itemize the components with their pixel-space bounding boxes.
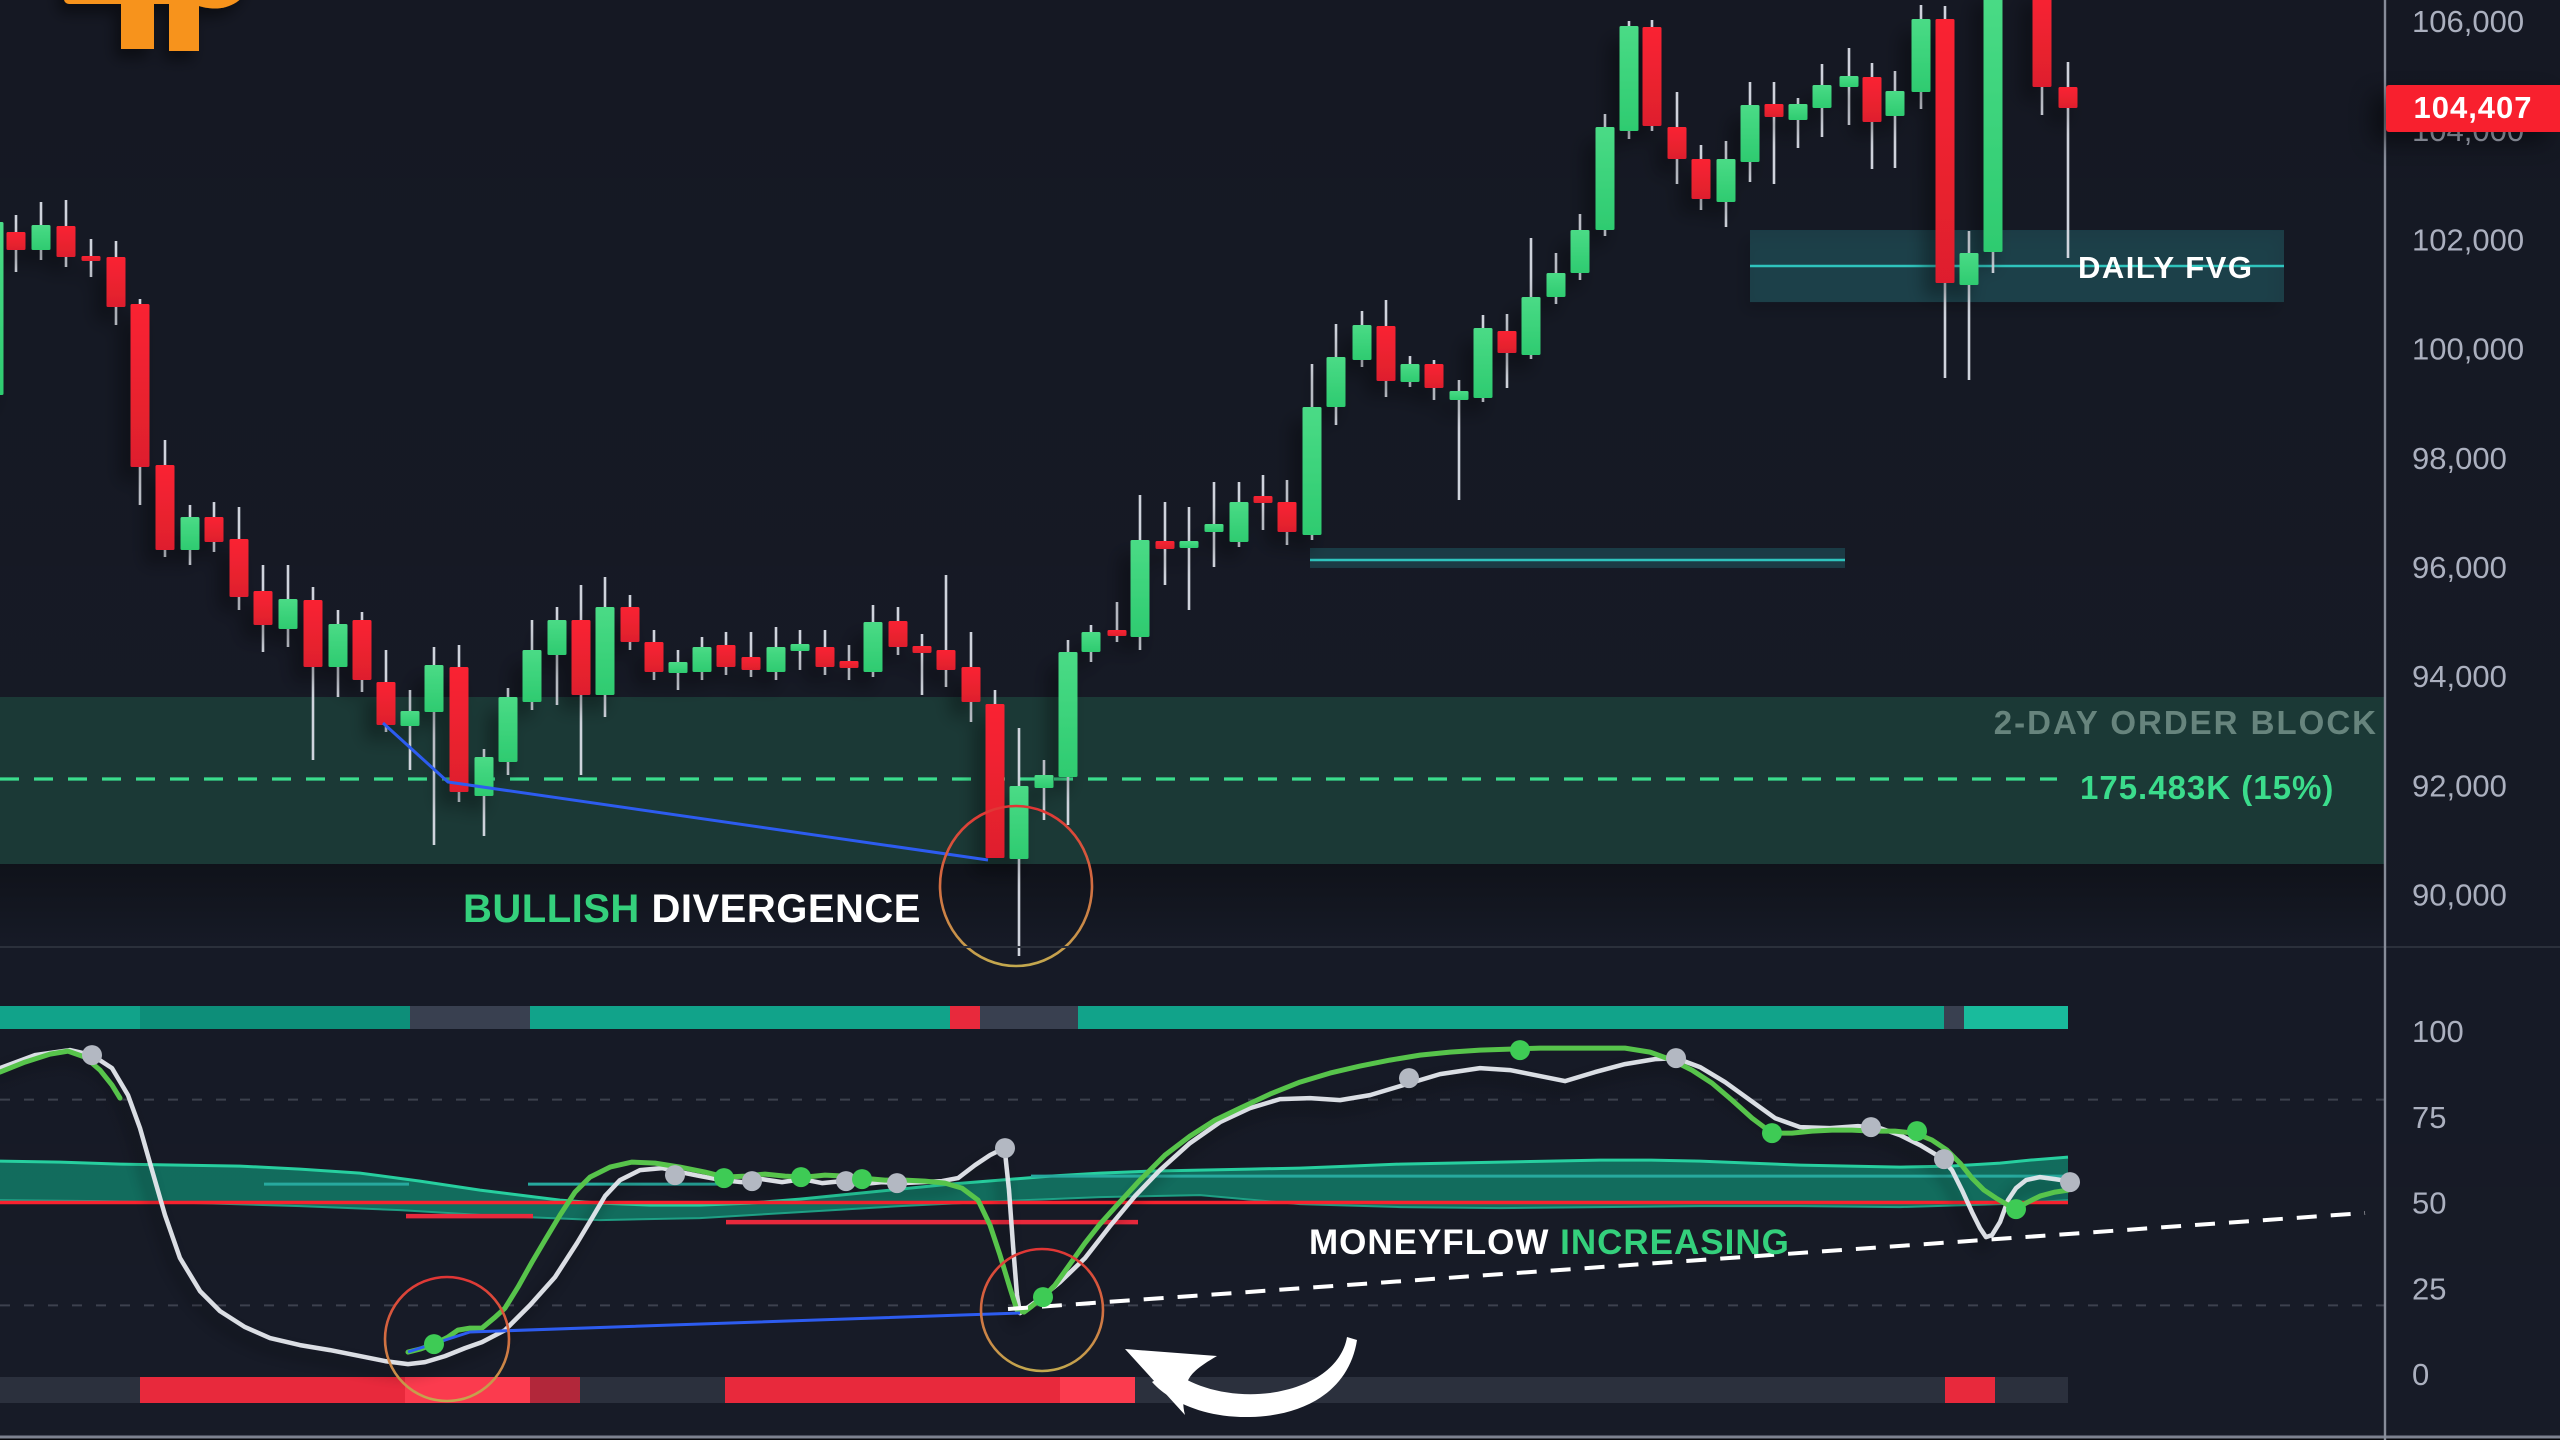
price-axis-label: 96,000	[2412, 550, 2507, 585]
moneyflow-ribbon	[0, 1157, 2068, 1221]
indicator-axis-label: 25	[2412, 1271, 2446, 1306]
annotation-moneyflow-word: MONEYFLOW	[1309, 1223, 1550, 1262]
pivot-dot-green	[1033, 1287, 1053, 1308]
bullish-divergence-circle	[938, 804, 1094, 968]
pivot-dot-gray	[82, 1045, 102, 1066]
annotation-bullish-divergence: BULLISH DIVERGENCE	[463, 887, 921, 932]
pivot-dot-gray	[1934, 1149, 1954, 1170]
teal-level-zone	[1310, 547, 1845, 568]
moneyflow-signal-line	[0, 1048, 123, 1101]
pivot-dot-green	[1510, 1040, 1530, 1061]
pivot-dot-green	[1762, 1123, 1782, 1144]
price-divergence-line	[381, 721, 989, 862]
pivot-dot-gray	[1666, 1048, 1686, 1069]
moneyflow-signal-line	[405, 1045, 2071, 1355]
price-axis-label: 106,000	[2412, 4, 2524, 39]
oscillator-low-circle	[383, 1275, 511, 1403]
annotation-increasing-word: INCREASING	[1560, 1223, 1790, 1262]
arrow-head	[1125, 1349, 1217, 1415]
price-axis-label: 92,000	[2412, 768, 2507, 803]
candle-bodies	[0, 0, 2078, 860]
indicator-axis-label: 0	[2412, 1357, 2429, 1392]
pivot-dot-gray	[665, 1165, 685, 1186]
ribbon-bottom-edge	[0, 1194, 2069, 1222]
pivot-dot-green	[714, 1168, 734, 1189]
indicator-axis-label: 100	[2412, 1014, 2464, 1049]
pivot-dot-green	[1907, 1121, 1927, 1142]
pivot-dot-gray	[1861, 1117, 1881, 1138]
status-strip-top	[0, 1006, 2068, 1029]
moneyflow-panel[interactable]	[0, 1006, 2385, 1418]
pivot-dot-gray	[2060, 1172, 2080, 1193]
price-axis-label: 90,000	[2412, 878, 2507, 913]
pivot-dot-green	[791, 1167, 811, 1188]
annotation-daily-fvg: DAILY FVG	[2078, 250, 2254, 285]
bottom-edge	[0, 1438, 2560, 1440]
pivot-dot-green	[852, 1169, 872, 1190]
moneyflow-trendline	[1007, 1211, 2366, 1311]
pivot-dot-gray	[887, 1173, 907, 1194]
arrow-tail	[1152, 1337, 1357, 1418]
price-axis-label: 98,000	[2412, 441, 2507, 476]
indicator-axis-label: 75	[2412, 1100, 2446, 1135]
status-strip-bottom	[0, 1377, 2068, 1403]
main-price-panel[interactable]	[0, 0, 2385, 968]
annotation-order-block: 2-DAY ORDER BLOCK	[1993, 704, 2378, 741]
annotation-moneyflow-increasing: MONEYFLOW INCREASING	[1309, 1223, 1790, 1263]
annotation-divergence-word: DIVERGENCE	[651, 887, 921, 931]
annotation-volume-level: 175.483K (15%)	[2080, 769, 2335, 806]
pivot-dot-gray	[1399, 1068, 1419, 1089]
hand-drawn-arrow	[1125, 1337, 1357, 1418]
pivot-dot-green	[2006, 1199, 2026, 1220]
pivot-dot-gray	[836, 1171, 856, 1192]
oscillator-low-circle	[979, 1247, 1105, 1373]
pivot-dot-gray	[995, 1138, 1015, 1159]
annotation-bullish-word: BULLISH	[463, 887, 640, 931]
pivot-dot-green	[424, 1334, 444, 1355]
price-axis-label: 94,000	[2412, 659, 2507, 694]
bitcoin-logo	[64, 0, 240, 51]
pivot-dot-gray	[742, 1171, 762, 1192]
price-axis-label: 100,000	[2412, 332, 2524, 367]
last-price-tag: 104,407	[2386, 84, 2560, 132]
price-axis-label: 102,000	[2412, 222, 2524, 257]
indicator-axis-label: 50	[2412, 1186, 2446, 1221]
order-block-shadow	[0, 864, 2385, 945]
